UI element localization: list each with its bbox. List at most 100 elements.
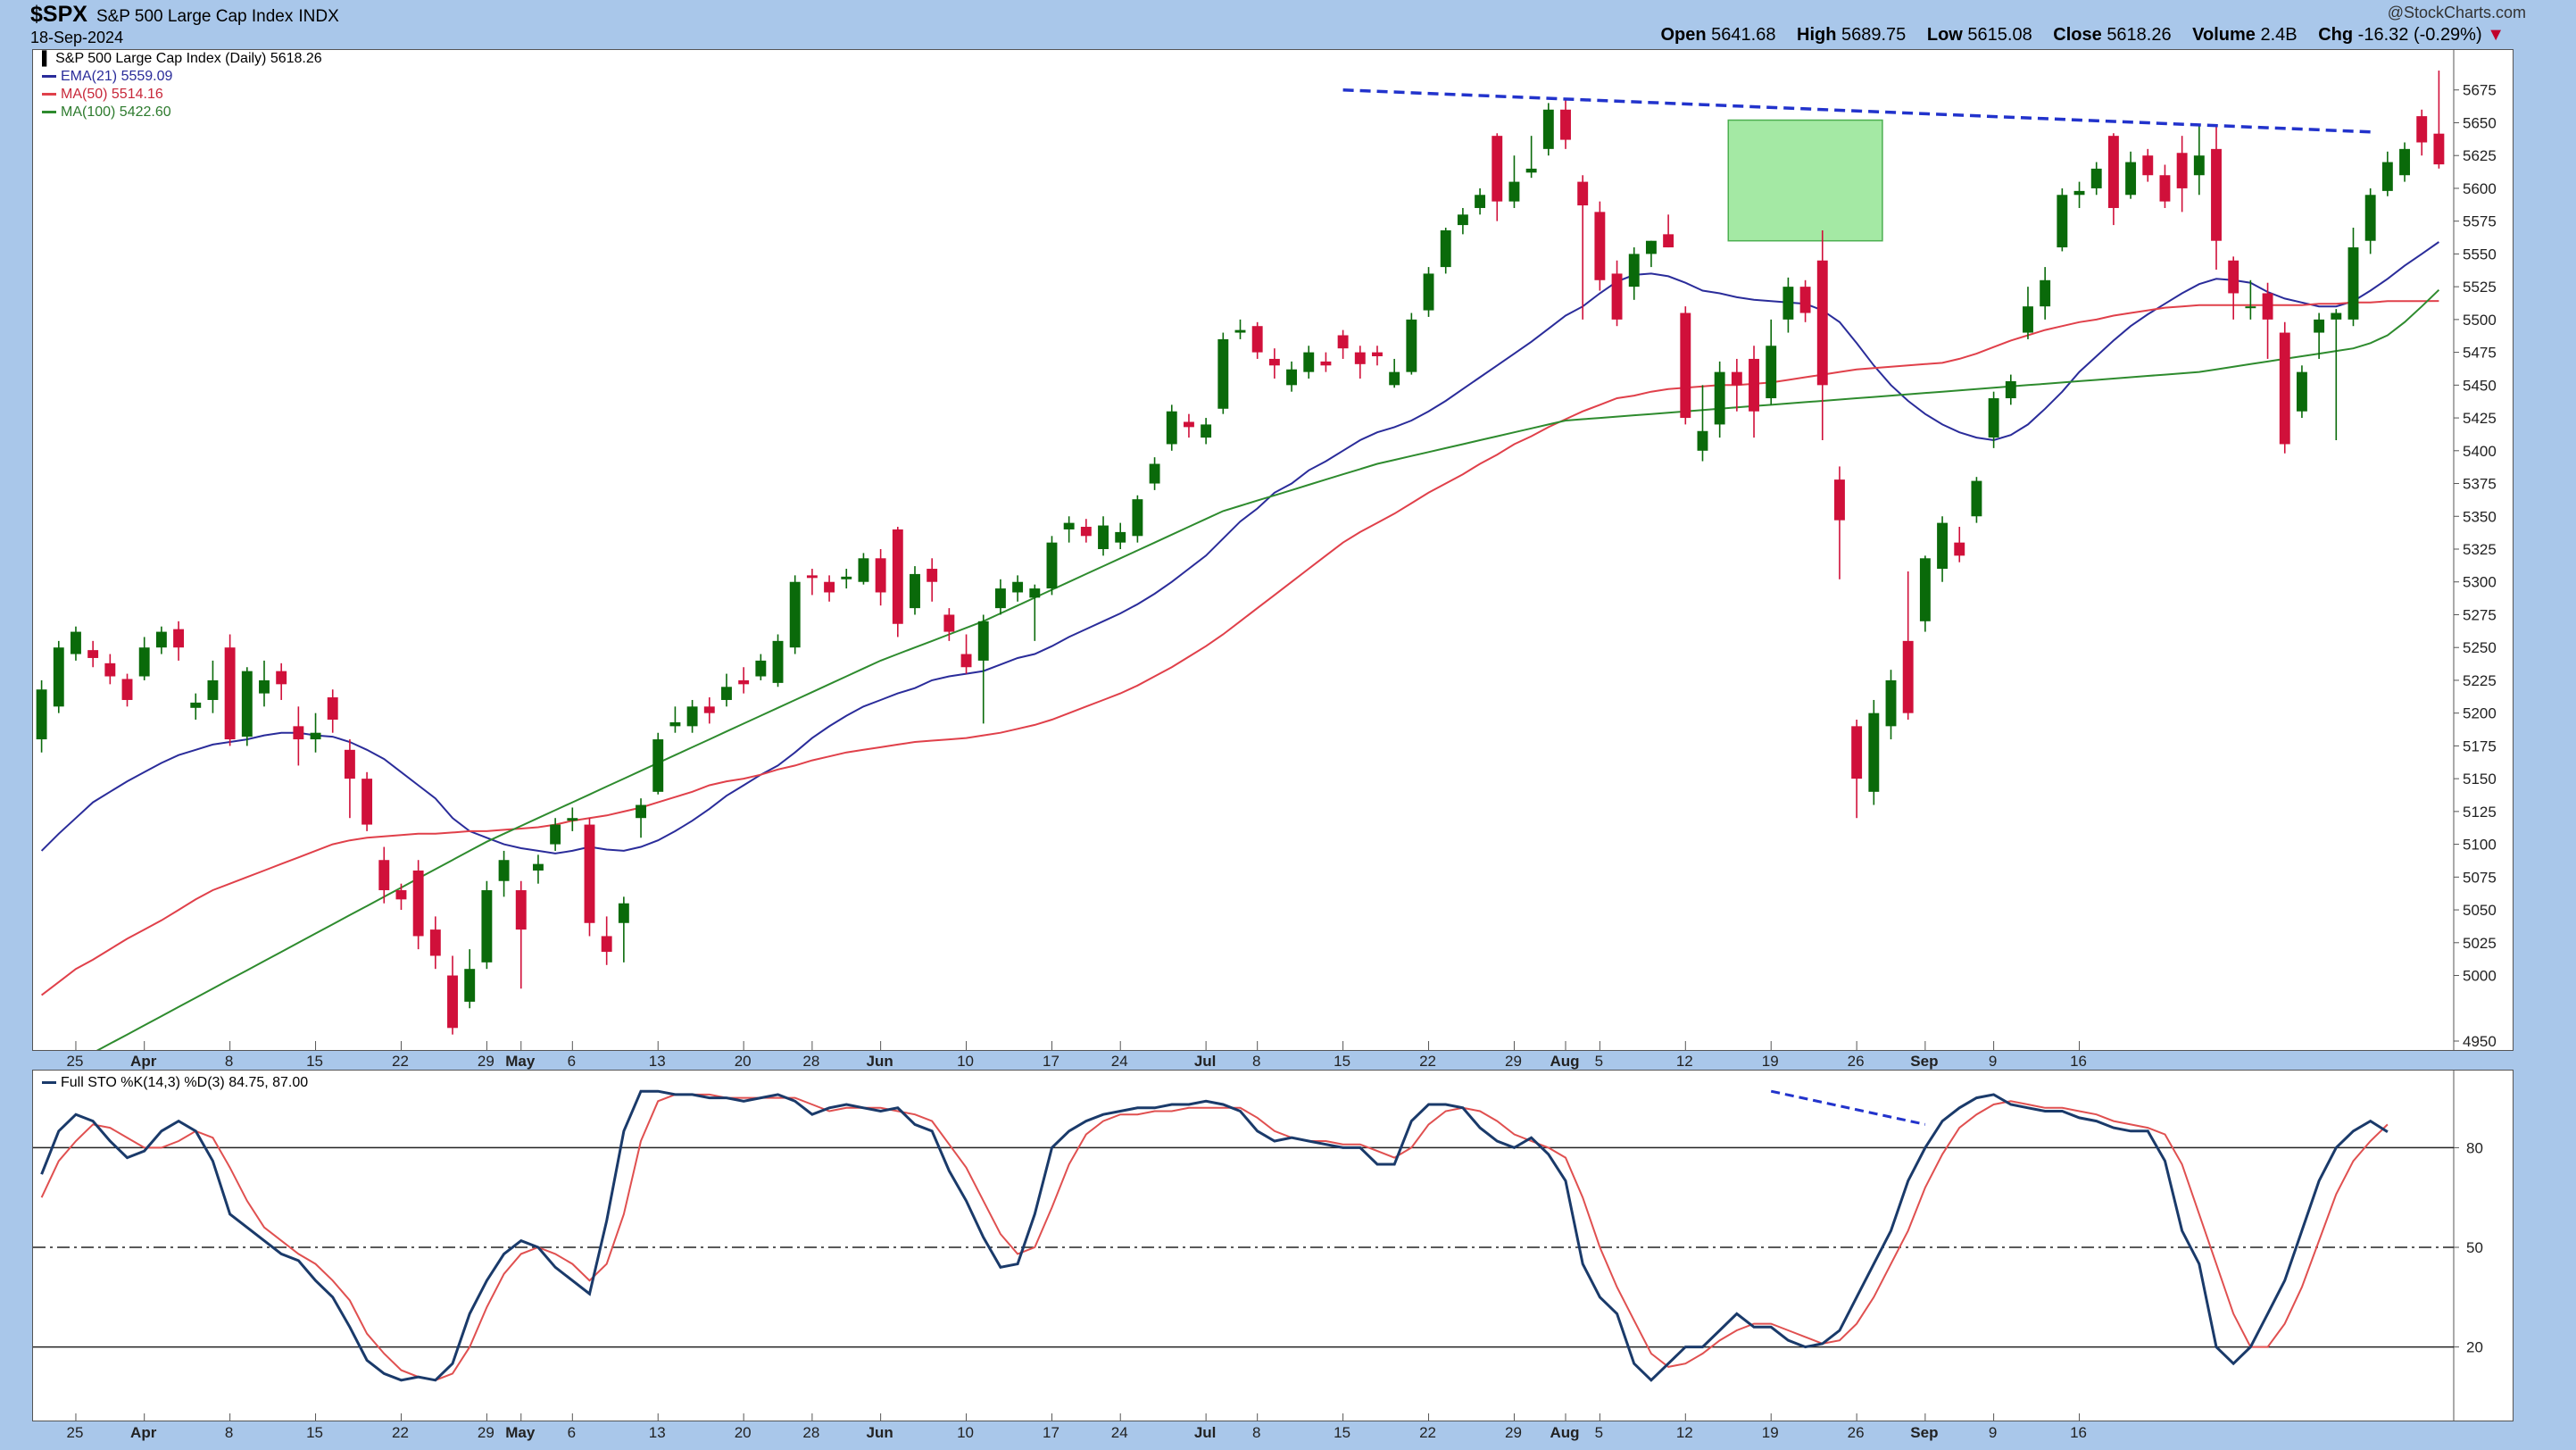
x-tick-label: Apr	[130, 1053, 157, 1070]
candle-body	[464, 969, 476, 1002]
candle-body	[1475, 195, 1486, 208]
candle	[2005, 374, 2016, 405]
candle-body	[190, 702, 202, 708]
candle	[858, 553, 869, 585]
candle	[104, 654, 116, 685]
candle	[2416, 109, 2428, 156]
candle-body	[1251, 326, 1263, 353]
candle-body	[772, 640, 784, 683]
volume-value: 2.4B	[2260, 25, 2298, 45]
candle	[259, 660, 270, 707]
candle	[1577, 175, 1589, 320]
candle-body	[1714, 371, 1725, 425]
candle-body	[550, 824, 561, 845]
candle-body	[1372, 352, 1383, 357]
candle-body	[87, 650, 99, 658]
candle-body	[207, 679, 219, 700]
candle-body	[1697, 430, 1708, 451]
candle-body	[2416, 116, 2428, 143]
candle	[1749, 346, 1759, 438]
candle-body	[858, 558, 869, 582]
candle	[1354, 346, 1366, 379]
candle-body	[1560, 109, 1571, 140]
x-tick-label: 15	[306, 1053, 323, 1070]
candle	[875, 549, 886, 606]
x-tick-label: 10	[957, 1053, 974, 1070]
candle-body	[2125, 162, 2137, 196]
candle	[1714, 361, 1725, 438]
candle-body	[429, 929, 441, 956]
x-tick-label: May	[505, 1424, 536, 1441]
candle	[755, 654, 767, 680]
candle-body	[1217, 338, 1229, 409]
candle	[1508, 155, 1520, 208]
candle	[2090, 162, 2102, 196]
candle-body	[1132, 499, 1143, 537]
candle	[927, 558, 938, 602]
candle	[36, 679, 47, 753]
y-tick-label: 5250	[2463, 639, 2497, 656]
candle	[1782, 277, 1794, 333]
x-tick-label: 6	[568, 1424, 576, 1441]
candle-body	[1029, 588, 1041, 598]
x-tick-label: Aug	[1550, 1424, 1579, 1441]
candle	[1303, 346, 1315, 379]
x-tick-label: 28	[802, 1053, 819, 1070]
candle	[481, 880, 493, 970]
x-tick-label: 26	[1848, 1053, 1865, 1070]
x-tick-label: 15	[1334, 1424, 1350, 1441]
candle	[721, 673, 732, 707]
candle-body	[1628, 254, 1640, 288]
candle	[1268, 348, 1280, 379]
y-tick-label: 5100	[2463, 837, 2497, 854]
candle	[1663, 214, 1674, 248]
candle-body	[447, 975, 458, 1029]
x-tick-label: 20	[735, 1053, 752, 1070]
candle-body	[53, 647, 64, 707]
candle	[1337, 329, 1349, 359]
candle-body	[71, 631, 81, 654]
candle	[977, 614, 989, 724]
candle	[1492, 133, 1503, 221]
y-tick-label: 5300	[2463, 574, 2497, 591]
candle	[1457, 207, 1468, 235]
candle	[1628, 247, 1640, 300]
x-axis: 25 Apr 8 15 22 29 May 6 13 20 28 Jun 10 17 24 Jul 8 15 22 2…	[67, 1424, 2087, 1441]
candle-body	[224, 647, 236, 740]
candle	[601, 916, 612, 965]
y-tick-label: 5450	[2463, 377, 2497, 394]
candle-body	[2057, 195, 2068, 248]
quote-summary: Open 5641.68 High 5689.75 Low 5615.08 Cl…	[1660, 25, 2505, 46]
candle	[618, 896, 629, 962]
candle	[276, 662, 287, 700]
candle	[1816, 229, 1828, 441]
candle	[1697, 385, 1708, 462]
price-legend: ▌ S&P 500 Large Cap Index (Daily) 5618.2…	[42, 50, 322, 121]
y-tick-label: 5175	[2463, 738, 2497, 754]
brand-watermark: @StockCharts.com	[2387, 4, 2526, 21]
candle-body	[2296, 371, 2307, 412]
candle-body	[2040, 279, 2051, 307]
stochastic-chart: 20 50 80	[33, 1071, 2483, 1421]
x-tick-label: 5	[1595, 1053, 1603, 1070]
x-tick-label: 25	[67, 1053, 84, 1070]
x-tick-label: 17	[1043, 1053, 1059, 1070]
candle-body	[2314, 319, 2325, 333]
candle	[1611, 260, 1623, 327]
x-tick-label: 5	[1595, 1424, 1603, 1441]
y-tick-label: 5575	[2463, 213, 2497, 230]
candle	[429, 916, 441, 970]
candle	[669, 706, 681, 733]
candle	[2399, 142, 2410, 182]
candle	[1680, 306, 1691, 425]
candle-body	[686, 706, 698, 727]
x-tick-label: 6	[568, 1053, 576, 1070]
legend-price: ▌ S&P 500 Large Cap Index (Daily) 5618.2…	[42, 51, 322, 66]
candle-body	[1834, 479, 1845, 521]
candle-body	[892, 529, 903, 624]
candle	[892, 527, 903, 638]
candle-body	[1663, 234, 1674, 248]
high-value: 5689.75	[1841, 25, 1907, 45]
candle	[1475, 188, 1486, 215]
candle	[1525, 136, 1537, 179]
